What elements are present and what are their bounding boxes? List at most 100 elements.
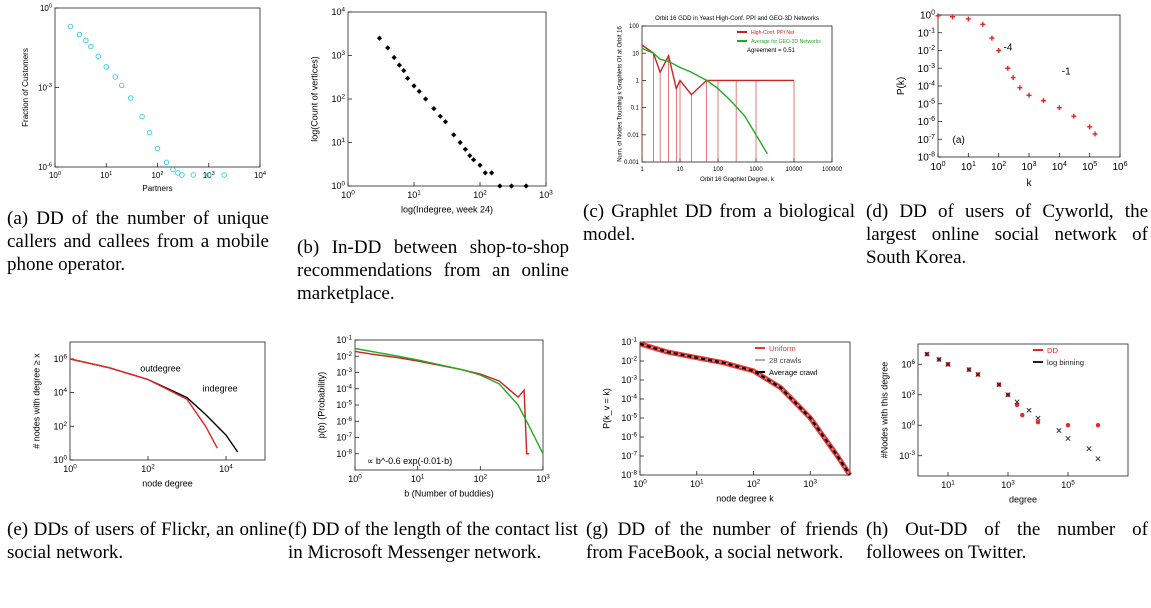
plot-frame [69, 341, 266, 461]
y-tick-label: 10-1 [918, 27, 935, 39]
data-point [103, 64, 109, 70]
data-point [76, 31, 83, 38]
y-axis-label: P(k_v = k) [601, 388, 611, 429]
data-point [508, 183, 515, 189]
x-tick-label: 103 [539, 189, 553, 200]
y-axis-label: p(b) (Probability) [316, 372, 326, 439]
data-point [83, 37, 89, 44]
y-tick-label: 10-1 [621, 337, 637, 348]
caption-d: (d) DD of users of Cyworld, the largest … [866, 201, 1148, 268]
data-point [1087, 124, 1093, 130]
data-point [1086, 446, 1092, 452]
x-tick-label: 10000 [786, 167, 803, 173]
x-tick-label: 100 [633, 478, 647, 489]
panel-a: 100 101 102 103 104 100 10-3 10-6 Partners Fracti… [0, 0, 285, 320]
x-axis-label: b (Number of buddies) [404, 489, 494, 499]
series-line [639, 342, 851, 476]
y-tick-label: 0.1 [631, 106, 640, 112]
data-point [190, 172, 197, 178]
x-tick-label: 100 [63, 463, 77, 474]
y-tick-label: 10-7 [918, 134, 935, 146]
data-point [179, 172, 185, 178]
y-tick-label: 102 [331, 94, 345, 105]
data-point [1065, 423, 1071, 428]
caption-e: (e) DDs of users of Flickr, an online so… [7, 519, 287, 563]
x-tick-label: 101 [961, 161, 976, 173]
x-tick-label: 102 [747, 478, 761, 489]
y-tick-label: 10-3 [336, 367, 352, 378]
y-tick-label: 100 [629, 24, 640, 30]
y-tick-label: 10-3 [899, 450, 915, 461]
y-tick-label: 100 [331, 181, 345, 192]
x-tick-label: 102 [474, 473, 488, 484]
plot-frame [354, 339, 544, 471]
x-tick-label: 10 [677, 167, 684, 173]
data-point [1005, 392, 1011, 398]
x-tick-label: 104 [254, 171, 266, 180]
data-point [405, 75, 411, 81]
series-line [354, 347, 544, 455]
plot-frame [917, 343, 1129, 477]
chart-c: 1 10 100 1000 10000 100000 0.001 0.01 0.1 1 10 100 O… [618, 16, 843, 183]
caption-b: (b) In-DD between shop-to-shop recommend… [297, 237, 569, 304]
data-point [935, 13, 941, 19]
caption-a: (a) DD of the number of unique callers a… [7, 208, 269, 275]
x-tick-label: 105 [1061, 479, 1075, 490]
data-point [221, 172, 227, 178]
y-axis-label: P(k) [896, 77, 907, 95]
panel-c: 1 10 100 1000 10000 100000 0.001 0.01 0.1 1 10 100 O… [580, 0, 860, 290]
x-tick-label: 1 [640, 167, 644, 173]
legend-label: Average for GEO-3D Networks [751, 39, 821, 45]
data-point [996, 382, 1002, 388]
data-point [924, 351, 930, 357]
legend-label: High-Conf. PPI Net [751, 30, 795, 36]
data-point [1010, 75, 1016, 81]
y-tick-label: 10-6 [621, 432, 637, 443]
data-point [411, 83, 417, 89]
data-point [416, 88, 422, 94]
y-tick-label: 104 [53, 387, 67, 398]
data-point [497, 183, 503, 189]
x-tick-label: 101 [100, 171, 112, 180]
x-tick-label: 102 [991, 161, 1006, 173]
x-axis-label: k [1027, 178, 1033, 189]
chart-d: 100 101 102 103 104 105 106 100 10-1 10-2 10-3 10-4… [896, 10, 1128, 190]
data-point [1065, 435, 1071, 441]
y-tick-label: 10-2 [621, 356, 637, 367]
x-tick-label: 100 [348, 473, 362, 484]
x-tick-label: 101 [690, 478, 704, 489]
x-tick-label: 103 [804, 478, 818, 489]
y-tick-label: 103 [901, 389, 915, 400]
y-tick-label: 10-5 [918, 98, 935, 110]
data-point [1020, 412, 1025, 418]
data-point [1056, 428, 1062, 434]
plot-frame [937, 14, 1121, 158]
x-axis-label: node degree k [716, 494, 774, 504]
data-point [1035, 415, 1041, 421]
y-tick-label: 10-2 [918, 45, 935, 57]
x-tick-label: 104 [219, 463, 233, 474]
y-tick-label: 0.01 [627, 133, 639, 139]
y-tick-label: 10-4 [621, 394, 637, 405]
data-point [431, 106, 437, 112]
y-axis-label: log(Count of vertices) [309, 56, 319, 142]
x-tick-label: 100 [930, 161, 945, 173]
data-point [154, 145, 161, 152]
data-point [936, 356, 942, 362]
data-point [451, 132, 457, 138]
data-point [112, 74, 119, 80]
data-point [477, 162, 483, 168]
caption-f: (f) DD of the length of the contact list… [288, 519, 578, 563]
y-tick-label: 10-8 [918, 152, 935, 164]
chart-g: 100 101 102 103 10-1 10-2 10-3 10-4 10-5 10-6 10-7… [601, 337, 852, 504]
data-point [437, 113, 443, 119]
y-tick-label: 0.001 [624, 160, 640, 166]
data-point [1005, 65, 1011, 71]
y-tick-label: 10-8 [621, 470, 637, 481]
x-axis-label: Orbit 16 Graphlet Degree, k [700, 177, 775, 183]
panel-b: 100 101 102 103 100 101 102 103 104 log(Indegree,… [290, 0, 580, 340]
y-tick-label: 10-3 [918, 63, 935, 75]
chart-f: 100 101 102 103 10-1 10-2 10-3 10-4 10-5 10-6 10-7… [316, 335, 550, 499]
y-tick-label: 10 [632, 51, 639, 57]
data-point [170, 166, 176, 173]
